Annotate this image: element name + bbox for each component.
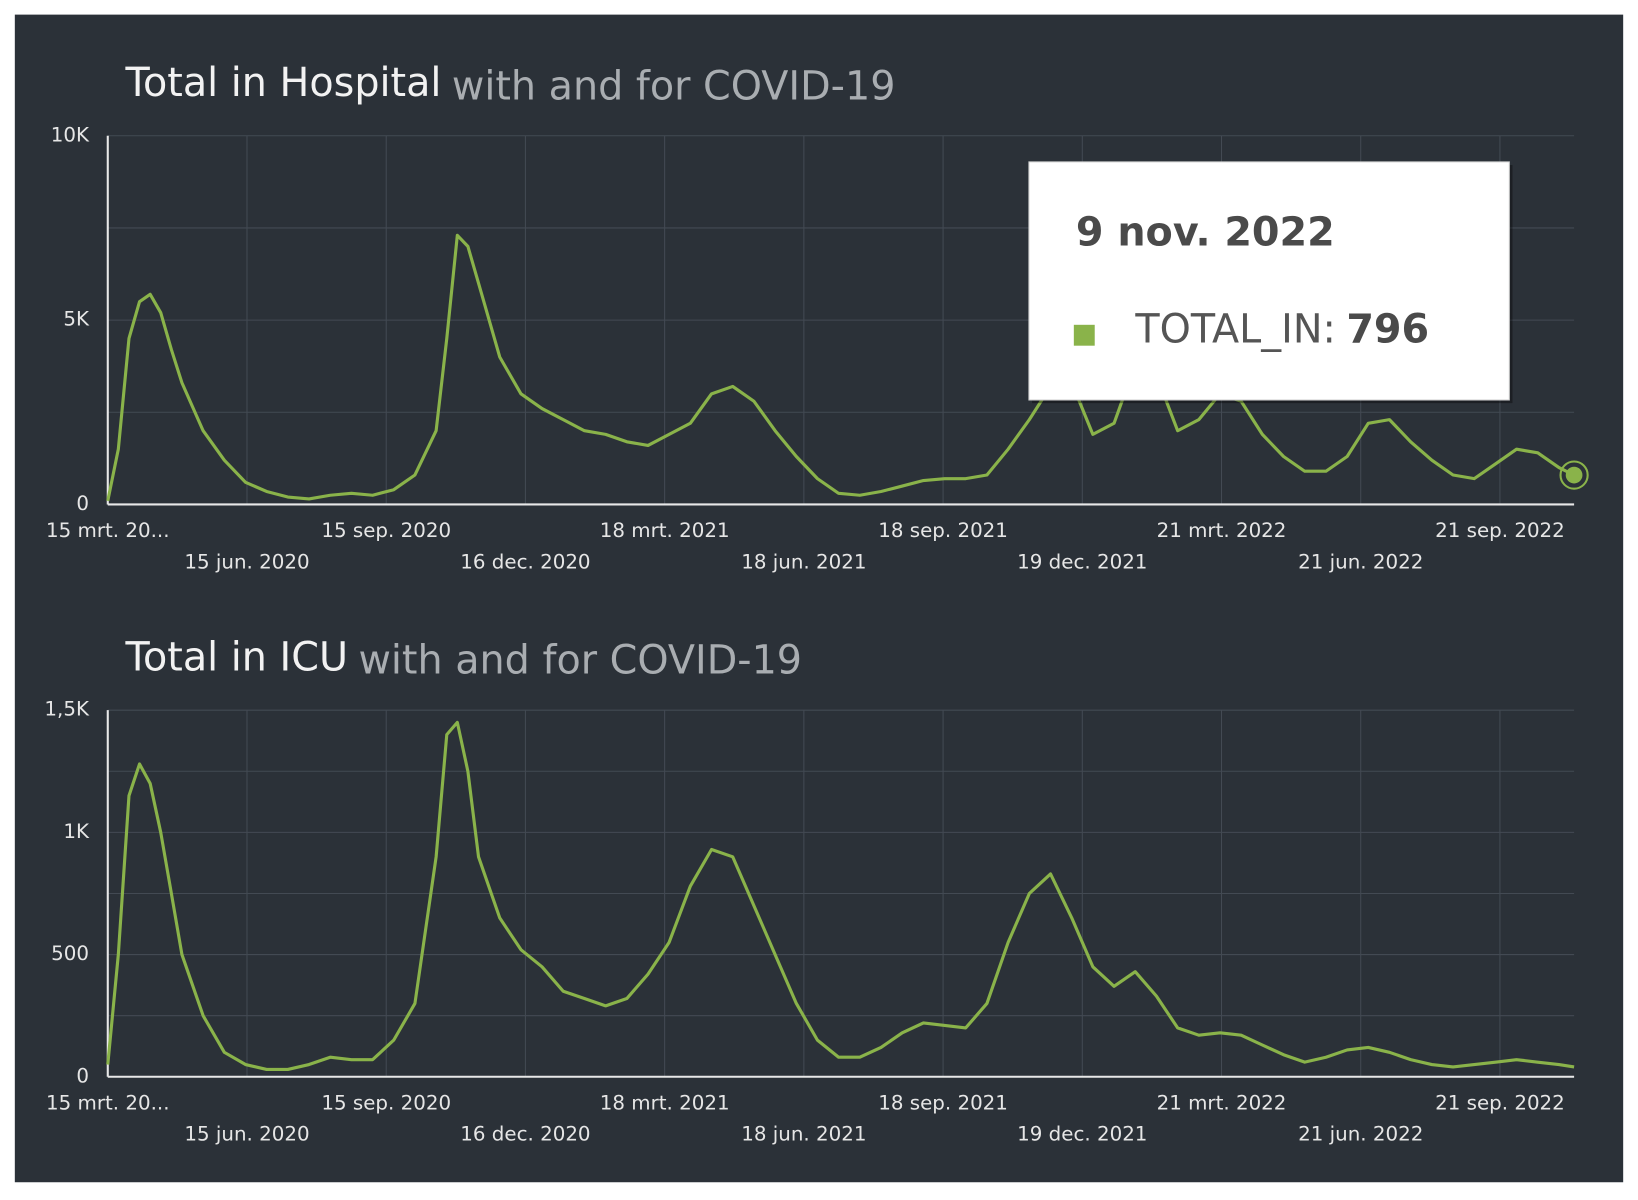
x-tick-label: 18 jun. 2021 [741,1123,866,1146]
x-tick-label: 15 sep. 2020 [321,519,451,542]
tooltip-swatch [1073,324,1095,346]
y-tick-label: 1,5K [44,698,90,721]
chart-subtitle: with and for COVID-19 [452,63,896,109]
y-tick-label: 500 [51,942,89,965]
x-tick-label: 15 mrt. 20... [46,1091,170,1114]
x-tick-label: 19 dec. 2021 [1017,550,1147,573]
x-tick-label: 19 dec. 2021 [1017,1123,1147,1146]
y-tick-label: 0 [76,1064,89,1087]
highlight-point [1565,466,1583,484]
x-tick-label: 15 mrt. 20... [46,519,170,542]
y-tick-label: 0 [76,492,89,515]
x-tick-label: 21 sep. 2022 [1435,1091,1565,1114]
x-tick-label: 15 jun. 2020 [184,550,309,573]
x-tick-label: 21 jun. 2022 [1298,550,1423,573]
data-line [106,233,1575,502]
chart-title: Total in Hospital [125,60,442,106]
x-tick-label: 18 mrt. 2021 [600,1091,730,1114]
x-tick-label: 16 dec. 2020 [460,550,590,573]
y-tick-label: 5K [63,308,90,331]
tooltip-label: TOTAL_IN: [1134,307,1335,353]
highlight-ring [1559,460,1589,490]
x-tick-label: 21 sep. 2022 [1435,519,1565,542]
x-tick-label: 15 sep. 2020 [321,1091,451,1114]
x-tick-label: 18 sep. 2021 [878,1091,1008,1114]
x-tick-label: 18 jun. 2021 [741,550,866,573]
x-tick-label: 18 mrt. 2021 [600,519,730,542]
tooltip-value: 796 [1346,307,1429,353]
y-tick-label: 10K [51,123,90,146]
x-tick-label: 18 sep. 2021 [878,519,1008,542]
x-tick-label: 16 dec. 2020 [460,1123,590,1146]
data-line [106,720,1575,1072]
x-tick-label: 21 mrt. 2022 [1157,519,1287,542]
chart-subtitle: with and for COVID-19 [358,638,802,684]
chart-title: Total in ICU [125,635,348,681]
tooltip: 9 nov. 2022 TOTAL_IN: 796 [1028,161,1513,404]
y-tick-label: 1K [63,820,90,843]
x-tick-label: 21 mrt. 2022 [1157,1091,1287,1114]
tooltip-title: 9 nov. 2022 [1076,209,1335,255]
x-tick-label: 21 jun. 2022 [1298,1123,1423,1146]
tooltip-box [1028,161,1510,401]
x-tick-label: 15 jun. 2020 [184,1123,309,1146]
